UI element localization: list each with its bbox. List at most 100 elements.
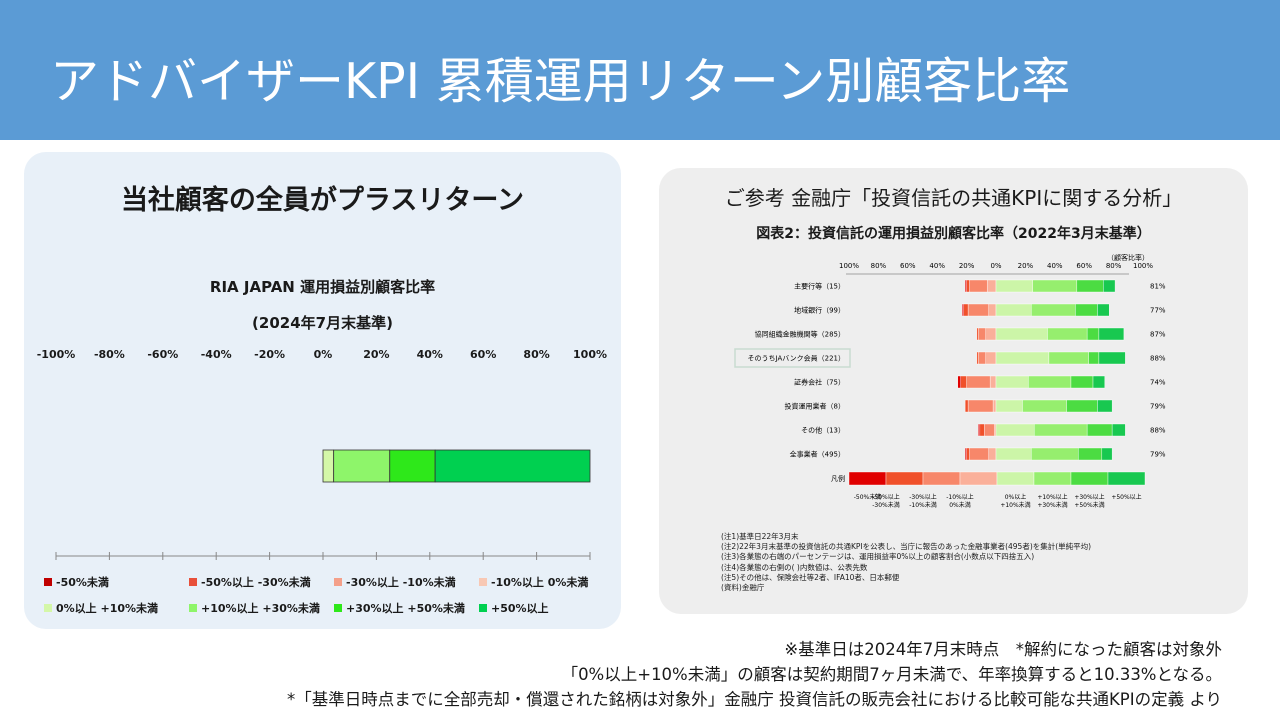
note-line: (注3)各業態の右端のパーセンテージは、運用損益率0%以上の顧客割合(小数点以下… [721,552,1035,562]
legend-item: +10%以上 +30%未満 [189,600,320,616]
ref-bar-segment [979,423,985,437]
ref-row-label: 全事業者（495） [790,450,845,459]
ref-x-tick: 100% [839,262,859,270]
ref-bar-segment [978,351,986,365]
header-bar: アドバイザーKPI 累積運用リターン別顧客比率 [0,0,1280,140]
ref-row-ratio: 88% [1150,355,1166,363]
ref-bar-segment [969,279,988,293]
legend-swatch [479,604,487,612]
ref-bar-segment [988,303,997,317]
left-panel: 当社顧客の全員がプラスリターン RIA JAPAN 運用損益別顧客比率 (202… [24,152,621,629]
legend-item: -30%以上 -10%未満 [334,574,456,590]
x-tick-label: 0% [313,348,333,361]
ref-row-label: 投資運用業者（8） [785,402,845,411]
legend-item: -50%未満 [44,574,109,590]
legend-swatch [334,578,342,586]
ref-bar-segment [995,351,1050,365]
ref-bar-segment [1086,327,1100,341]
legend-label: +10%以上 +30%未満 [201,602,320,615]
note-line: (注2)22年3月末基準の投資信託の共通KPIを公表し、当庁に報告のあった金融事… [721,542,1092,552]
legend-item: +50%以上 [479,600,549,616]
ref-legend-category: 0%以上+10%未満 [1000,493,1030,509]
ref-bar-segment [1047,327,1088,341]
legend-label: -50%以上 -30%未満 [201,576,311,589]
legend-label: -50%未満 [56,576,109,589]
ref-x-tick: 0% [990,262,1001,270]
ref-row-ratio: 77% [1150,307,1166,315]
ref-legend-label: 凡例 [831,474,845,483]
ref-bar-segment [963,303,969,317]
x-tick-label: -60% [147,348,179,361]
ref-row-label: 協同組織金融機関等（285） [755,330,845,339]
ref-bar-segment [995,303,1032,317]
ref-bar-segment [1070,375,1094,389]
ref-x-tick: 60% [1076,262,1092,270]
ref-x-tick: 80% [1106,262,1122,270]
ref-bar-segment [1075,303,1098,317]
ref-bar-segment [995,375,1029,389]
bar-segment [322,449,335,483]
ref-bar-segment [1092,375,1105,389]
ref-bar-segment [1101,447,1113,461]
ref-legend-category: -50%未満 [854,493,882,501]
ref-bar-segment [984,423,995,437]
ref-bar-segment [1022,399,1067,413]
legend-label: -10%以上 0%未満 [491,576,589,589]
ref-bar-segment [1098,351,1126,365]
ref-bar-segment [1097,399,1113,413]
ref-bar-segment [985,351,997,365]
ref-bar-segment [1098,327,1125,341]
ref-bar-segment [995,399,1023,413]
ref-bar-segment [986,279,997,293]
ref-row-ratio: 81% [1150,283,1166,291]
note-line: (資料)金融庁 [721,583,765,593]
ref-bar-segment [1097,303,1110,317]
ref-row-label: その他（13） [801,426,845,435]
ref-bar-segment [966,375,991,389]
ref-row-ratio: 88% [1150,427,1166,435]
ref-x-tick: 20% [1018,262,1034,270]
legend-swatch [479,578,487,586]
x-tick-label: -20% [254,348,286,361]
note-line: (注5)その他は、保険会社等2者、IFA10者、日本郵便 [721,572,900,582]
legend-swatch [189,604,197,612]
legend-label: -30%以上 -10%未満 [346,576,456,589]
footer-line-1: ※基準日は2024年7月末時点 *解約になった顧客は対象外 [784,640,1222,659]
footer-line-3: *「基準日時点までに全部売却・償還された銘柄は対象外」金融庁 投資信託の販売会社… [286,690,1222,709]
ref-x-tick: 100% [1133,262,1153,270]
figure-title: 図表2：投資信託の運用損益別顧客比率（2022年3月末基準） [756,226,1151,242]
ref-bar-segment [995,423,1035,437]
ref-row-ratio: 79% [1150,403,1166,411]
ref-row-label: 主要行等（15） [794,282,845,291]
ref-legend-swatch [848,471,887,486]
ref-bar-segment [1088,351,1100,365]
legend-swatch [334,604,342,612]
ref-bar-segment [964,447,967,461]
legend-item: -50%以上 -30%未満 [189,574,311,590]
ref-legend-swatch [1070,471,1109,486]
ref-row-label: 地域銀行（99） [794,306,845,315]
x-tick-label: 100% [573,348,607,361]
ref-bar-segment [1078,447,1103,461]
bar-segment [333,449,391,483]
chart-subtitle: (2024年7月末基準) [252,314,393,332]
ref-row-ratio: 79% [1150,451,1166,459]
ref-legend-swatch [959,471,998,486]
ref-row-ratio: 74% [1150,379,1166,387]
ref-bar-segment [995,279,1033,293]
ratio-header: （顧客比率） [1107,253,1149,262]
reference-title: ご参考 金融庁「投資信託の共通KPIに関する分析」 [724,186,1183,210]
ref-bar-segment [1032,279,1078,293]
ref-legend-swatch [885,471,924,486]
ref-bar-segment [989,375,997,389]
legend-label: +30%以上 +50%未満 [346,602,465,615]
ref-bar-segment [995,327,1048,341]
footer-line-2: 「0%以上+10%未満」の顧客は契約期間7ヶ月未満で、年率換算すると10.33%… [561,665,1222,684]
right-panel: ご参考 金融庁「投資信託の共通KPIに関する分析」 図表2：投資信託の運用損益別… [659,168,1248,614]
ref-bar-segment [966,279,970,293]
ref-bar-segment [964,279,967,293]
ref-bar-segment [1111,423,1126,437]
ref-legend-category: +10%以上+30%未満 [1037,493,1067,509]
legend-swatch [44,578,52,586]
